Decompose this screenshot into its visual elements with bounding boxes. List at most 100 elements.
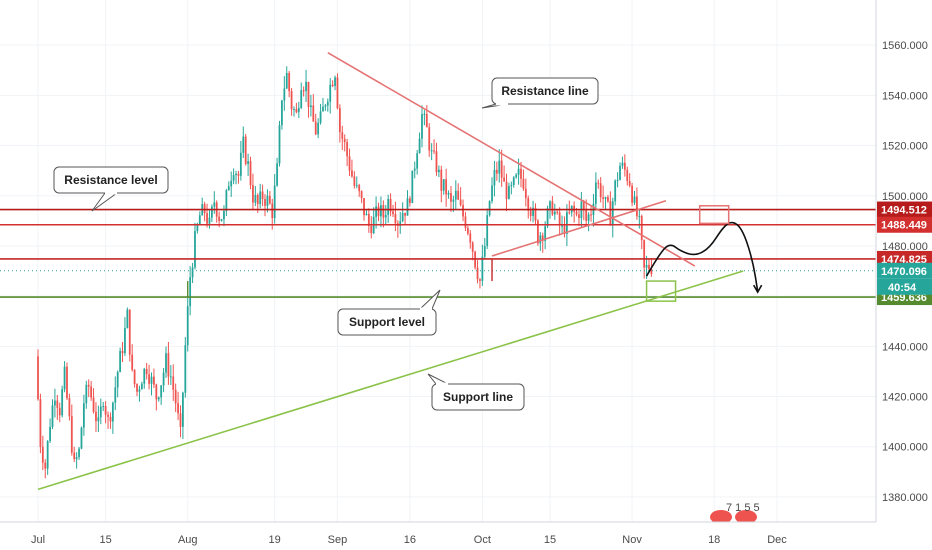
candle-body bbox=[471, 242, 474, 252]
candle-body bbox=[138, 389, 141, 392]
support-level-label: Support level bbox=[337, 289, 441, 336]
candle-body bbox=[249, 161, 252, 186]
support-line-label-text: Support line bbox=[443, 390, 513, 404]
candle-body bbox=[198, 215, 201, 225]
candle-body bbox=[140, 383, 143, 390]
y-tick-label: 1440.000 bbox=[882, 341, 928, 353]
candle-body bbox=[261, 191, 264, 200]
candle-body bbox=[87, 384, 90, 387]
candle-body bbox=[406, 198, 409, 216]
support-line-label-box bbox=[431, 383, 525, 411]
candle-body bbox=[343, 138, 346, 143]
candle-body bbox=[447, 193, 450, 195]
candle-body bbox=[259, 191, 262, 205]
candle-body bbox=[128, 309, 131, 355]
candle-body bbox=[49, 426, 51, 442]
candle-body bbox=[111, 402, 114, 422]
resistance-upper-tag bbox=[877, 201, 932, 218]
candle-body bbox=[107, 414, 109, 417]
candle-body bbox=[500, 160, 503, 178]
candle-body bbox=[640, 216, 643, 241]
candle-body bbox=[619, 165, 621, 180]
candle-body bbox=[483, 245, 486, 257]
candle-body bbox=[435, 151, 438, 173]
candle-body bbox=[348, 156, 351, 171]
countdown-tag-text: 40:54 bbox=[888, 282, 917, 294]
current-price-tag-text: 1470.096 bbox=[881, 266, 927, 278]
candle-body bbox=[239, 152, 242, 176]
candle-body bbox=[495, 169, 498, 174]
candle-body bbox=[522, 178, 525, 189]
candle-body bbox=[493, 169, 496, 186]
candle-body bbox=[633, 196, 636, 203]
candle-body bbox=[167, 353, 170, 377]
candle-body bbox=[498, 160, 501, 174]
resistance-line-label-box bbox=[491, 77, 599, 105]
candle-body bbox=[169, 376, 172, 378]
grid bbox=[0, 0, 876, 522]
candle-body bbox=[602, 197, 605, 199]
resistance-line-label-text: Resistance line bbox=[501, 84, 589, 98]
candle-body bbox=[196, 224, 199, 232]
x-tick-label: Nov bbox=[622, 534, 642, 546]
candle-body bbox=[486, 215, 489, 246]
candle-body bbox=[46, 441, 49, 469]
candle-body bbox=[510, 184, 513, 187]
candle-body bbox=[621, 162, 624, 166]
candle-body bbox=[575, 211, 578, 215]
support-level-label-pointer bbox=[418, 289, 441, 310]
candle-body bbox=[133, 369, 136, 385]
candle-body bbox=[124, 328, 126, 354]
candle-body bbox=[445, 179, 448, 195]
candle-body bbox=[515, 174, 518, 178]
candle-body bbox=[104, 406, 107, 415]
candle-body bbox=[512, 177, 515, 185]
candle-body bbox=[375, 206, 377, 217]
candle-body bbox=[387, 198, 390, 215]
candle-body bbox=[334, 77, 336, 87]
candle-body bbox=[650, 269, 653, 275]
candle-body bbox=[242, 136, 245, 153]
candle-body bbox=[394, 214, 397, 224]
y-tick-label: 1420.000 bbox=[882, 392, 928, 404]
candle-body bbox=[611, 201, 614, 226]
x-tick-label: Sep bbox=[328, 534, 348, 546]
candle-body bbox=[58, 407, 61, 416]
candle-body bbox=[442, 179, 445, 191]
candle-body bbox=[623, 162, 626, 170]
candle-body bbox=[150, 376, 153, 384]
support-line-label: Support line bbox=[427, 373, 525, 411]
candle-body bbox=[452, 199, 455, 202]
candle-body bbox=[271, 203, 274, 219]
projection-arrowhead bbox=[752, 284, 763, 294]
candle-body bbox=[309, 105, 312, 108]
candle-body bbox=[549, 201, 551, 209]
touch-box-green bbox=[645, 280, 677, 302]
support-level-label-box bbox=[337, 308, 437, 336]
candle-body bbox=[232, 175, 235, 181]
countdown-tag bbox=[877, 278, 932, 295]
candle-body bbox=[225, 190, 228, 211]
y-tick-label: 1400.000 bbox=[882, 442, 928, 454]
resistance-level-label-joint bbox=[105, 191, 117, 195]
candle-body bbox=[66, 366, 68, 399]
candle-body bbox=[469, 233, 472, 243]
candle-body bbox=[51, 405, 54, 427]
candle-body bbox=[529, 210, 532, 216]
candle-body bbox=[585, 209, 588, 221]
candle-body bbox=[39, 399, 42, 447]
candle-body bbox=[437, 169, 440, 173]
candle-body bbox=[346, 142, 349, 157]
candle-body bbox=[314, 121, 317, 135]
candle-body bbox=[561, 225, 563, 227]
annotations: Resistance line Resistance level Support l… bbox=[53, 77, 760, 524]
x-tick-label: Aug bbox=[178, 534, 198, 546]
candle-body bbox=[409, 198, 411, 203]
candle-body bbox=[645, 264, 648, 268]
candle-body bbox=[305, 81, 307, 92]
candle-body bbox=[563, 225, 566, 234]
candle-body bbox=[114, 387, 117, 403]
resistance-lower-tag-text: 1488.449 bbox=[881, 220, 927, 232]
candle-body bbox=[41, 446, 44, 463]
candle-body bbox=[365, 213, 368, 216]
